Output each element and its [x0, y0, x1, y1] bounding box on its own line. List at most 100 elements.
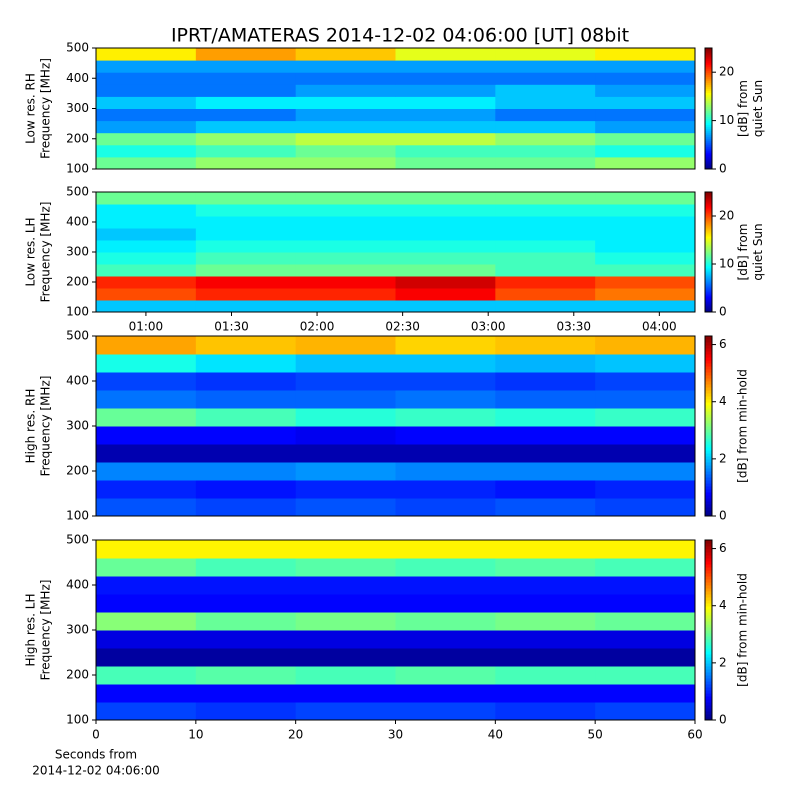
colorbar-gradient [705, 306, 712, 309]
y-tick-label: 200 [66, 131, 89, 145]
colorbar-gradient [705, 471, 712, 475]
colorbar-gradient [705, 558, 712, 562]
heatmap-cell [96, 72, 197, 85]
x-tick-label: 04:00 [642, 320, 677, 334]
colorbar-gradient [705, 453, 712, 457]
heatmap-cell [395, 462, 496, 481]
colorbar-gradient [705, 444, 712, 448]
x-tick-label: 0 [92, 728, 100, 742]
colorbar-gradient [705, 298, 712, 301]
colorbar-gradient [705, 300, 712, 303]
heatmap-cell [495, 426, 596, 445]
colorbar-frame [704, 191, 713, 313]
heatmap-cell [295, 120, 396, 134]
x-tick-label: 60 [687, 728, 702, 742]
heatmap-cell [495, 462, 596, 481]
colorbar-gradient [705, 618, 712, 622]
heatmap-cell [595, 240, 696, 253]
colorbar-gradient [705, 204, 712, 207]
colorbar-gradient [705, 702, 712, 706]
colorbar-gradient [705, 74, 712, 77]
heatmap-cell [395, 594, 496, 613]
x-tick-label: 30 [388, 728, 403, 742]
colorbar-gradient [705, 260, 712, 263]
heatmap-cell [96, 558, 197, 577]
heatmap-cell [96, 648, 197, 667]
heatmap-cell [595, 594, 696, 613]
colorbar-gradient [705, 546, 712, 550]
colorbar-gradient [705, 594, 712, 598]
heatmap-cell [395, 648, 496, 667]
heatmap-cell [495, 108, 596, 122]
colorbar-gradient [705, 612, 712, 616]
colorbar-gradient [705, 381, 712, 385]
heatmap-cell [96, 336, 197, 355]
colorbar-label: [dB] from min-hold [736, 573, 750, 687]
heatmap-cell [295, 204, 396, 217]
colorbar-gradient [705, 669, 712, 673]
heatmap-cell [195, 120, 297, 134]
colorbar-gradient [705, 540, 712, 544]
heatmap-cell [96, 240, 197, 253]
colorbar-gradient [705, 600, 712, 604]
colorbar-gradient [705, 70, 712, 73]
heatmap-cell [96, 630, 197, 649]
heatmap-cell [295, 60, 396, 73]
heatmap-cell [395, 444, 496, 463]
colorbar-gradient [705, 68, 712, 71]
colorbar-tick-label: 20 [719, 209, 734, 223]
colorbar-gradient [705, 378, 712, 382]
colorbar-gradient [705, 681, 712, 685]
heatmap-cell [96, 264, 197, 277]
heatmap-cell [395, 558, 496, 577]
colorbar-gradient [705, 244, 712, 247]
colorbar-gradient [705, 224, 712, 227]
heatmap-cell [295, 108, 396, 122]
colorbar-gradient [705, 693, 712, 697]
colorbar-gradient [705, 256, 712, 259]
colorbar-gradient [705, 202, 712, 205]
heatmap-cell [595, 204, 696, 217]
colorbar-gradient [705, 666, 712, 670]
heatmap-cell [96, 684, 197, 703]
y-tick-label: 100 [66, 305, 89, 319]
heatmap-cell [595, 252, 696, 265]
colorbar-gradient [705, 384, 712, 388]
colorbar-gradient [705, 308, 712, 311]
heatmap-cell [495, 120, 596, 134]
colorbar-gradient [705, 630, 712, 634]
colorbar-gradient [705, 366, 712, 370]
colorbar-gradient [705, 240, 712, 243]
colorbar-gradient [705, 196, 712, 199]
heatmap-cell [295, 630, 396, 649]
colorbar-gradient [705, 146, 712, 150]
colorbar-gradient [705, 609, 712, 613]
y-tick-label: 400 [66, 578, 89, 592]
colorbar-gradient [705, 62, 712, 65]
colorbar-gradient [705, 218, 712, 221]
heatmap-cell [195, 300, 297, 313]
colorbar-gradient [705, 447, 712, 451]
heatmap-cell [96, 426, 197, 445]
heatmap-cell [495, 96, 596, 109]
heatmap-cell [195, 96, 297, 109]
y-tick-label: 400 [66, 71, 89, 85]
colorbar-gradient [705, 96, 712, 99]
heatmap-cell [495, 48, 596, 61]
colorbar-gradient [705, 468, 712, 472]
heatmap-cell [395, 276, 496, 289]
colorbar-gradient [705, 208, 712, 211]
heatmap-cell [195, 192, 297, 205]
heatmap-cell [96, 48, 197, 61]
colorbar-gradient [705, 232, 712, 235]
heatmap-cell [395, 408, 496, 427]
colorbar-gradient [705, 456, 712, 460]
colorbar-gradient [705, 284, 712, 287]
y-axis-label: Frequency [MHz] [39, 58, 53, 159]
heatmap-cell [495, 684, 596, 703]
heatmap-cell [96, 666, 197, 685]
y-tick-label: 200 [66, 275, 89, 289]
heatmap-cell [96, 408, 197, 427]
heatmap-cell [195, 264, 297, 277]
colorbar-gradient [705, 80, 712, 83]
